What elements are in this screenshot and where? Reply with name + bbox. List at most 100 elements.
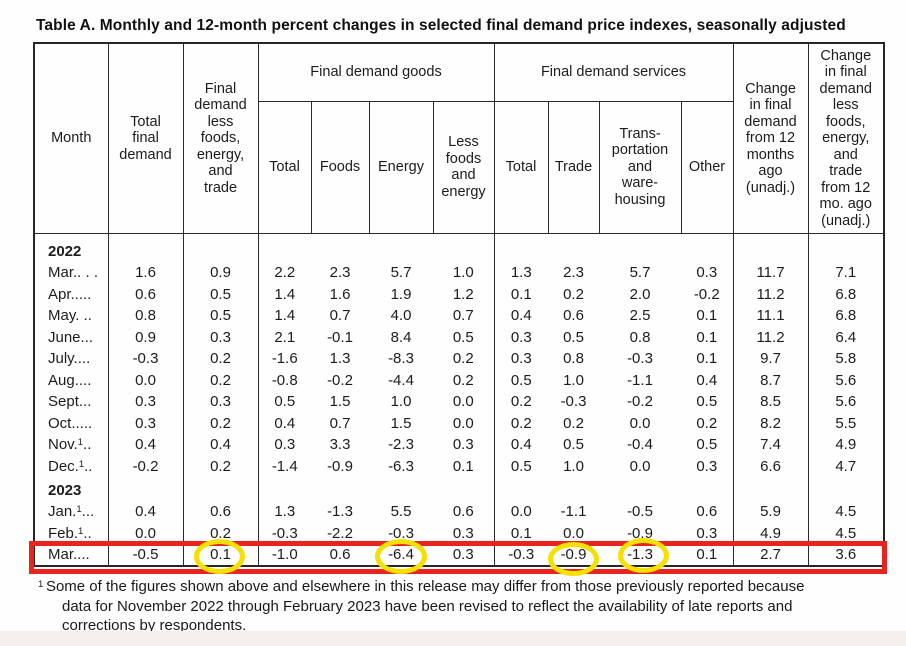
ppi-table: Month Total final demand Final demand le… [33, 42, 885, 567]
value-cell: 7.4 [733, 434, 809, 456]
empty-cell [733, 477, 809, 501]
value-cell: -2.3 [388, 436, 414, 454]
empty-cell [548, 233, 599, 262]
value-cell: 4.0 [390, 307, 412, 325]
month-cell: Dec.1.. [34, 455, 109, 477]
value-cell: 0.5 [183, 305, 259, 327]
value-cell: 0.2 [433, 369, 495, 391]
value-cell: 0.1 [510, 285, 532, 303]
value-cell: 2.0 [629, 285, 651, 303]
value-cell: 0.2 [183, 522, 259, 544]
value-cell: 0.9 [108, 326, 184, 348]
empty-cell [183, 477, 259, 501]
value-cell: -0.4 [627, 436, 653, 454]
value-cell: -0.3 [108, 348, 184, 370]
value-cell: 0.0 [108, 369, 184, 391]
value-cell: 0.2 [183, 348, 259, 370]
empty-cell [369, 233, 433, 262]
value-cell: 0.2 [563, 285, 584, 303]
value-cell: 0.2 [183, 455, 259, 477]
empty-cell [258, 477, 311, 501]
value-cell: 0.5 [563, 436, 584, 454]
value-cell: 0.3 [433, 544, 495, 566]
value-cell: -0.9 [627, 524, 653, 542]
value-cell: 5.5 [835, 414, 857, 432]
value-cell: 0.3 [510, 328, 532, 346]
highlight-circle-energy [375, 539, 427, 574]
value-cell: -0.2 [681, 283, 734, 305]
value-cell: 0.0 [629, 457, 651, 475]
value-cell: 1.4 [274, 307, 296, 325]
value-cell: -0.3 [508, 545, 535, 563]
value-cell: 0.3 [681, 455, 734, 477]
value-cell: 0.6 [563, 307, 584, 325]
empty-cell [733, 233, 809, 262]
year-row: 2022 [34, 233, 884, 262]
table-row: July.... -0.3 0.2 -1.6 1.3 -8.3 0.2 0.3 0.8 -0.3 0… [34, 348, 884, 370]
value-cell: 8.4 [390, 328, 412, 346]
header-goods-less-foods-energy: Less foods and energy [432, 100, 495, 234]
value-cell: 0.4 [510, 307, 532, 325]
value-cell: 2.5 [629, 307, 651, 325]
year-label: 2022 [34, 233, 109, 262]
value-cell: 0.3 [681, 522, 734, 544]
footnote-line: data for November 2022 through February … [62, 597, 793, 615]
month-cell: Jan.1... [34, 501, 109, 523]
value-cell: 0.2 [681, 412, 734, 434]
value-cell: 11.1 [733, 305, 809, 327]
value-cell: 0.2 [563, 414, 584, 432]
value-cell: 9.7 [733, 348, 809, 370]
value-cell: 6.6 [733, 455, 809, 477]
value-cell: 5.7 [390, 264, 412, 282]
value-cell: 1.5 [329, 393, 351, 411]
value-cell: 0.4 [510, 436, 532, 454]
value-cell: 0.7 [433, 305, 495, 327]
footnote-marker: 1 [78, 525, 84, 537]
month-cell: Nov.1.. [34, 434, 109, 456]
value-cell: 2.7 [733, 544, 809, 566]
value-cell: 0.1 [681, 348, 734, 370]
highlight-row-box [29, 541, 887, 574]
table-row: Mar.. . . 1.6 0.9 2.2 2.3 5.7 1.0 1.3 2.3 5.7 0.3 1… [34, 262, 884, 284]
value-cell: 0.5 [563, 328, 584, 346]
value-cell: 5.9 [733, 501, 809, 523]
value-cell: -1.1 [560, 503, 587, 521]
table-row: Jan.1... 0.4 0.6 1.3 -1.3 5.5 0.6 0.0 -1.1 -0.5 0.… [34, 501, 884, 523]
value-cell: 4.7 [835, 457, 857, 475]
value-cell: -0.3 [388, 524, 414, 542]
page-bottom-edge [0, 631, 906, 646]
month-cell: May. .. [34, 305, 109, 327]
table-title: Table A. Monthly and 12-month percent ch… [36, 17, 846, 34]
value-cell: 0.6 [433, 501, 495, 523]
table-body: 2022 Mar.. . . 1.6 0.9 2.2 2.3 5.7 1.0 1.3 2.3 5.7… [34, 233, 884, 566]
value-cell: 0.6 [108, 283, 184, 305]
header-goods-energy: Energy [368, 100, 434, 234]
value-cell: 8.2 [733, 412, 809, 434]
value-cell: 0.0 [510, 503, 532, 521]
value-cell: 0.4 [183, 434, 259, 456]
value-cell: -1.3 [327, 503, 353, 521]
value-cell: 0.1 [433, 455, 495, 477]
value-cell: 0.2 [183, 412, 259, 434]
value-cell: 6.8 [835, 307, 857, 325]
value-cell: -0.5 [108, 544, 184, 566]
empty-cell [433, 477, 495, 501]
table-row: Aug.... 0.0 0.2 -0.8 -0.2 -4.4 0.2 0.5 1.0 -1.1 0.… [34, 369, 884, 391]
month-cell: June... [34, 326, 109, 348]
value-cell: 5.8 [835, 350, 857, 368]
value-cell: 4.9 [733, 522, 809, 544]
month-cell: Aug.... [34, 369, 109, 391]
value-cell: 1.6 [108, 262, 184, 284]
value-cell: 7.1 [835, 264, 857, 282]
value-cell: 1.9 [390, 285, 412, 303]
value-cell: 0.3 [183, 391, 259, 413]
value-cell: -0.2 [327, 371, 353, 389]
value-cell: 1.3 [329, 350, 351, 368]
empty-cell [369, 477, 433, 501]
value-cell: 0.4 [108, 434, 184, 456]
value-cell: 2.2 [274, 264, 296, 282]
table-row: Apr..... 0.6 0.5 1.4 1.6 1.9 1.2 0.1 0.2 2.0 -0.2 1… [34, 283, 884, 305]
value-cell: 0.3 [681, 262, 734, 284]
month-cell: July.... [34, 348, 109, 370]
value-cell: 1.2 [433, 283, 495, 305]
